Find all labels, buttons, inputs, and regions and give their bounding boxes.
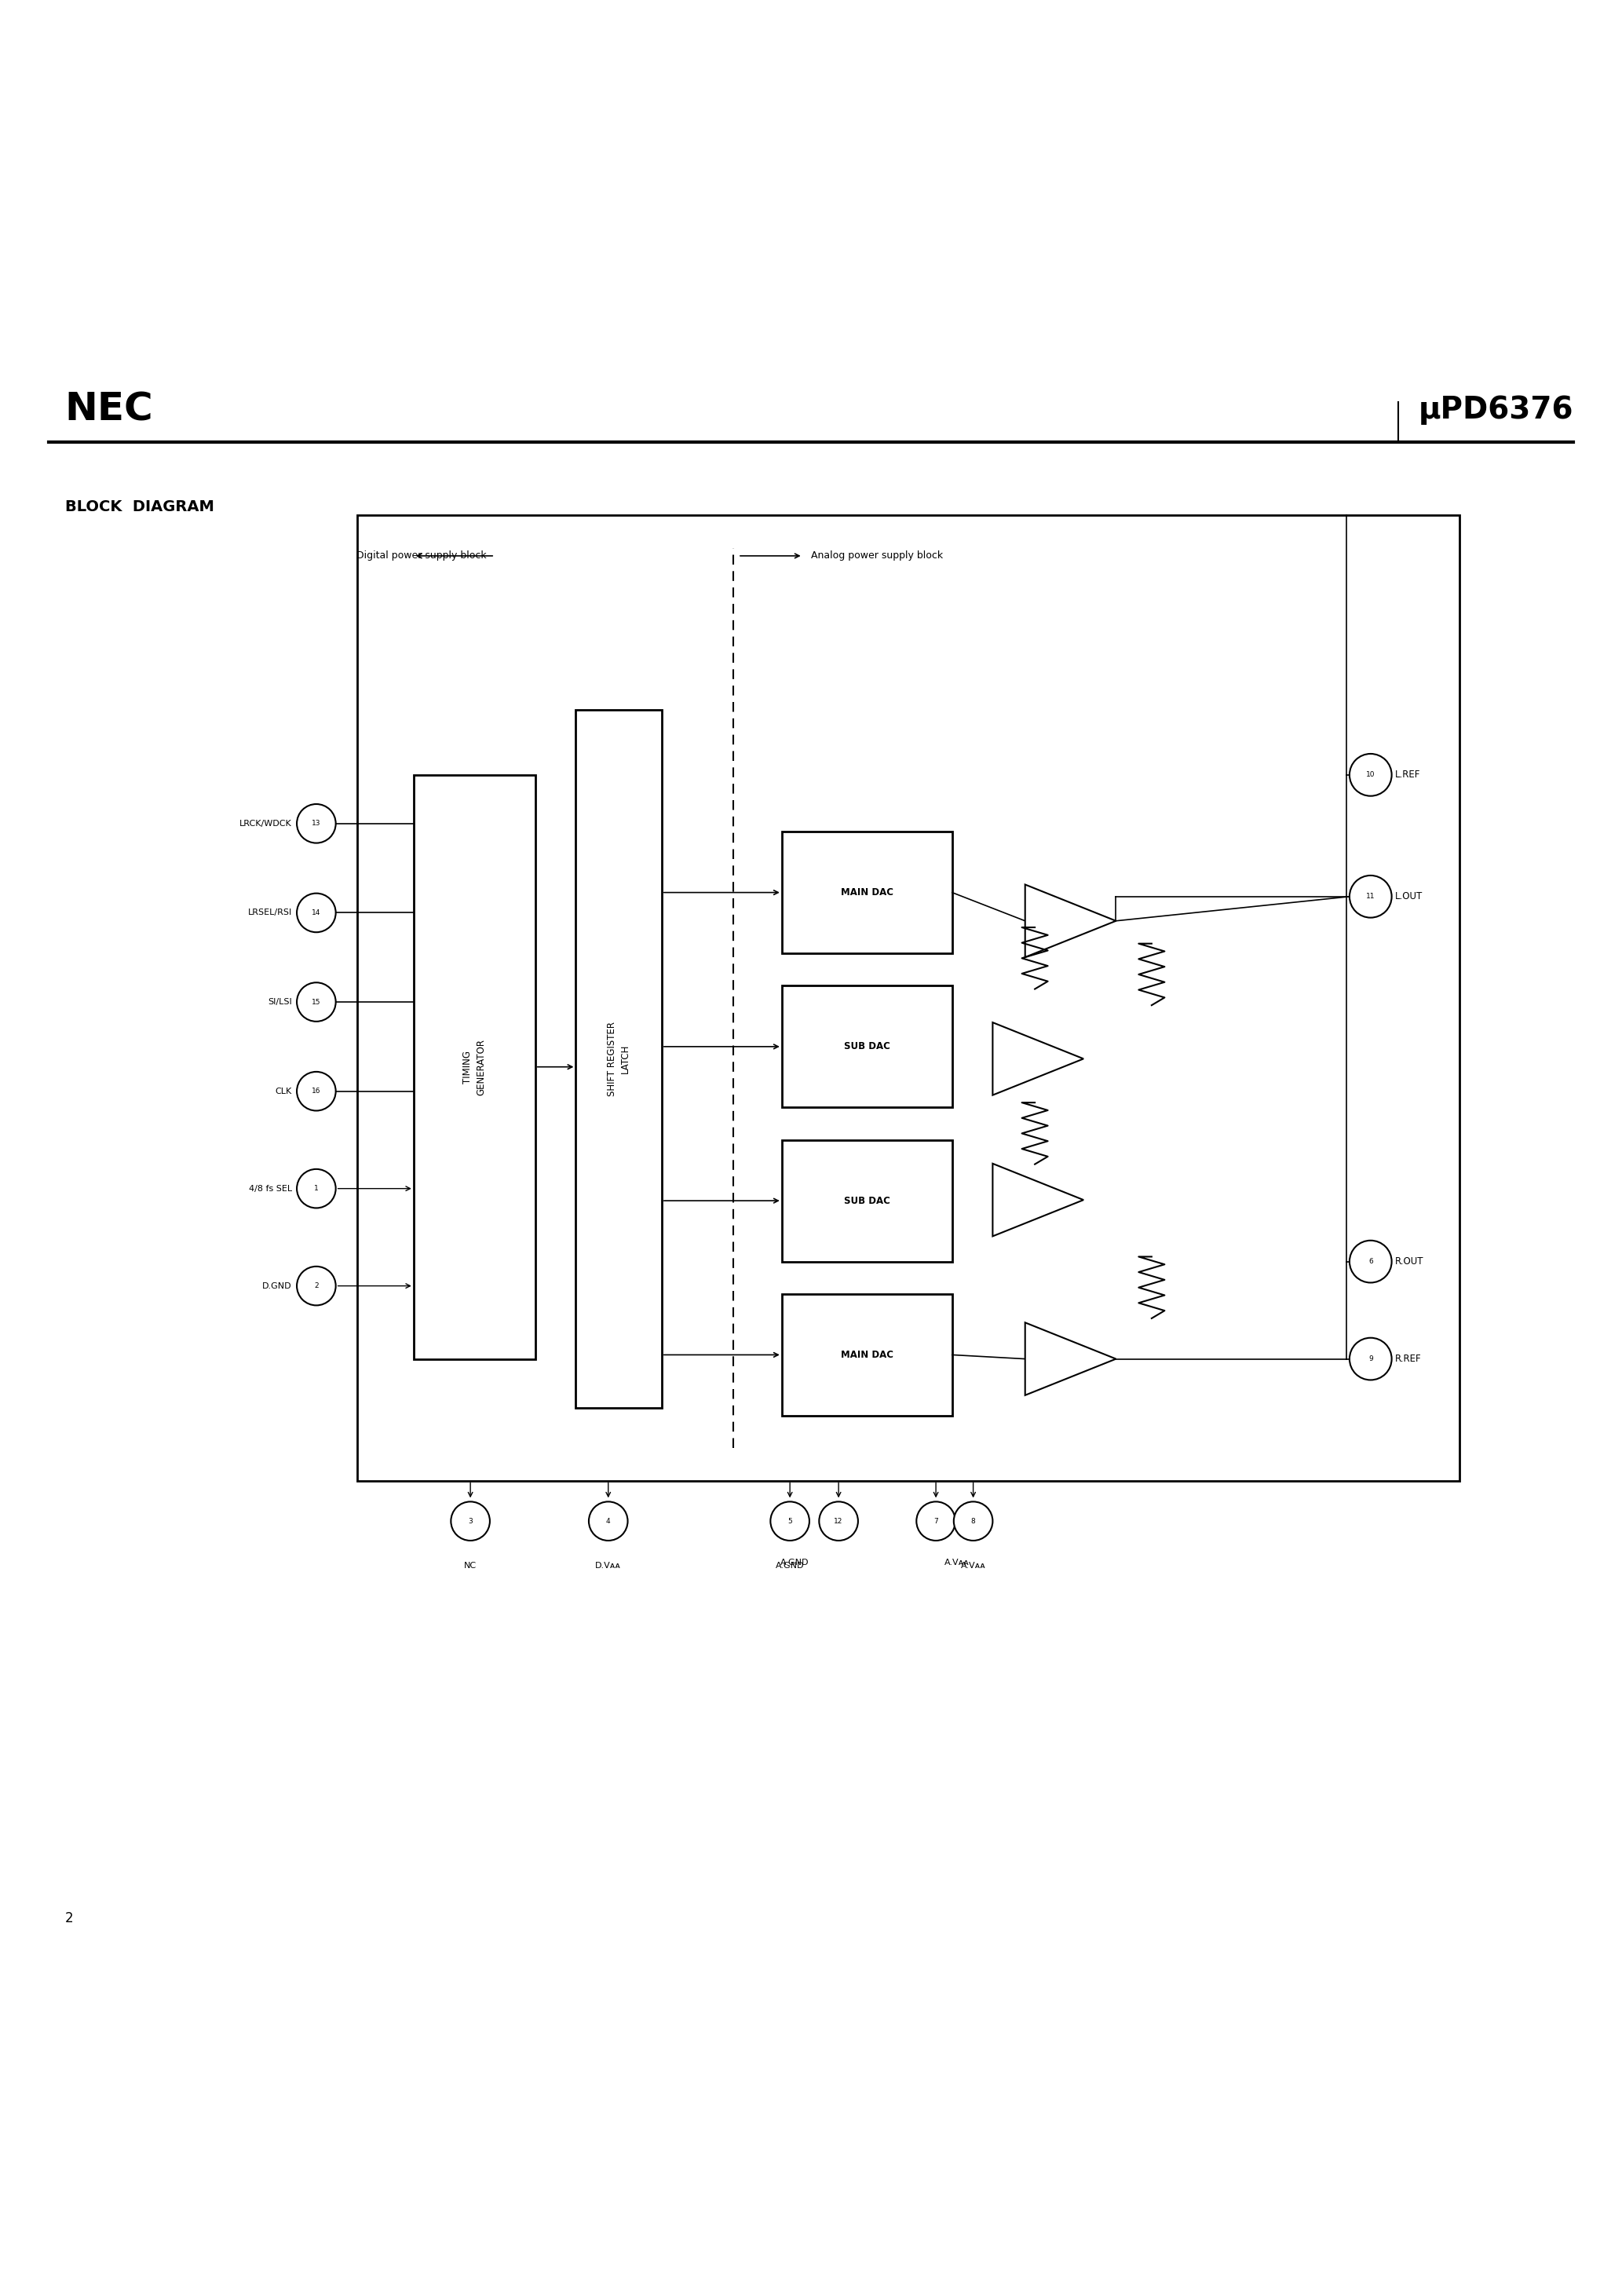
Text: SI/LSI: SI/LSI	[268, 999, 292, 1006]
Circle shape	[297, 1072, 336, 1111]
Text: 13: 13	[311, 820, 321, 827]
Circle shape	[954, 1502, 993, 1541]
Text: μPD6376: μPD6376	[1418, 395, 1573, 425]
Polygon shape	[1025, 884, 1116, 957]
Text: 2: 2	[65, 1913, 73, 1926]
Circle shape	[1350, 753, 1392, 797]
Text: A.GND: A.GND	[775, 1561, 805, 1570]
Circle shape	[297, 804, 336, 843]
Polygon shape	[1025, 1322, 1116, 1396]
Text: LRCK/WDCK: LRCK/WDCK	[240, 820, 292, 827]
Text: 10: 10	[1366, 771, 1375, 778]
Bar	[782, 1139, 952, 1261]
Text: 3: 3	[469, 1518, 472, 1525]
Text: A.Vᴀᴀ: A.Vᴀᴀ	[960, 1561, 986, 1570]
Text: A.Vᴀᴀ: A.Vᴀᴀ	[944, 1559, 970, 1566]
Text: 4: 4	[607, 1518, 610, 1525]
Bar	[782, 1295, 952, 1417]
Circle shape	[297, 893, 336, 932]
Circle shape	[297, 1267, 336, 1306]
Polygon shape	[993, 1164, 1083, 1235]
Text: 9: 9	[1369, 1355, 1372, 1362]
Text: MAIN DAC: MAIN DAC	[840, 1350, 894, 1359]
Text: NC: NC	[464, 1561, 477, 1570]
Text: L.REF: L.REF	[1395, 769, 1421, 781]
Bar	[576, 709, 662, 1407]
Text: D.GND: D.GND	[263, 1281, 292, 1290]
Circle shape	[297, 983, 336, 1022]
Text: 12: 12	[834, 1518, 843, 1525]
Text: R.REF: R.REF	[1395, 1355, 1421, 1364]
Text: L.OUT: L.OUT	[1395, 891, 1422, 902]
Text: 4/8 fs SEL: 4/8 fs SEL	[248, 1185, 292, 1192]
Text: NEC: NEC	[65, 390, 154, 429]
Text: CLK: CLK	[276, 1088, 292, 1095]
Bar	[414, 774, 535, 1359]
Text: BLOCK  DIAGRAM: BLOCK DIAGRAM	[65, 501, 214, 514]
Bar	[782, 831, 952, 953]
Text: A.GND: A.GND	[780, 1559, 809, 1566]
Circle shape	[451, 1502, 490, 1541]
Text: 1: 1	[315, 1185, 318, 1192]
Bar	[782, 985, 952, 1107]
Text: 2: 2	[315, 1283, 318, 1290]
Circle shape	[297, 1169, 336, 1208]
Circle shape	[819, 1502, 858, 1541]
Text: 8: 8	[972, 1518, 975, 1525]
Text: 16: 16	[311, 1088, 321, 1095]
Text: Digital power supply block: Digital power supply block	[357, 551, 487, 560]
Text: 5: 5	[788, 1518, 792, 1525]
Bar	[357, 514, 1460, 1481]
Text: 11: 11	[1366, 893, 1375, 900]
Text: SUB DAC: SUB DAC	[843, 1196, 890, 1205]
Text: SUB DAC: SUB DAC	[843, 1042, 890, 1052]
Text: R.OUT: R.OUT	[1395, 1256, 1424, 1267]
Text: TIMING
GENERATOR: TIMING GENERATOR	[462, 1038, 487, 1095]
Text: Analog power supply block: Analog power supply block	[811, 551, 942, 560]
Circle shape	[589, 1502, 628, 1541]
Text: D.Vᴀᴀ: D.Vᴀᴀ	[595, 1561, 621, 1570]
Text: MAIN DAC: MAIN DAC	[840, 886, 894, 898]
Text: SHIFT REGISTER
LATCH: SHIFT REGISTER LATCH	[607, 1022, 631, 1095]
Text: 14: 14	[311, 909, 321, 916]
Circle shape	[1350, 875, 1392, 918]
Text: 7: 7	[934, 1518, 938, 1525]
Text: 6: 6	[1369, 1258, 1372, 1265]
Polygon shape	[993, 1022, 1083, 1095]
Circle shape	[1350, 1339, 1392, 1380]
Circle shape	[770, 1502, 809, 1541]
Text: LRSEL/RSI: LRSEL/RSI	[248, 909, 292, 916]
Circle shape	[1350, 1240, 1392, 1283]
Text: 15: 15	[311, 999, 321, 1006]
Circle shape	[916, 1502, 955, 1541]
